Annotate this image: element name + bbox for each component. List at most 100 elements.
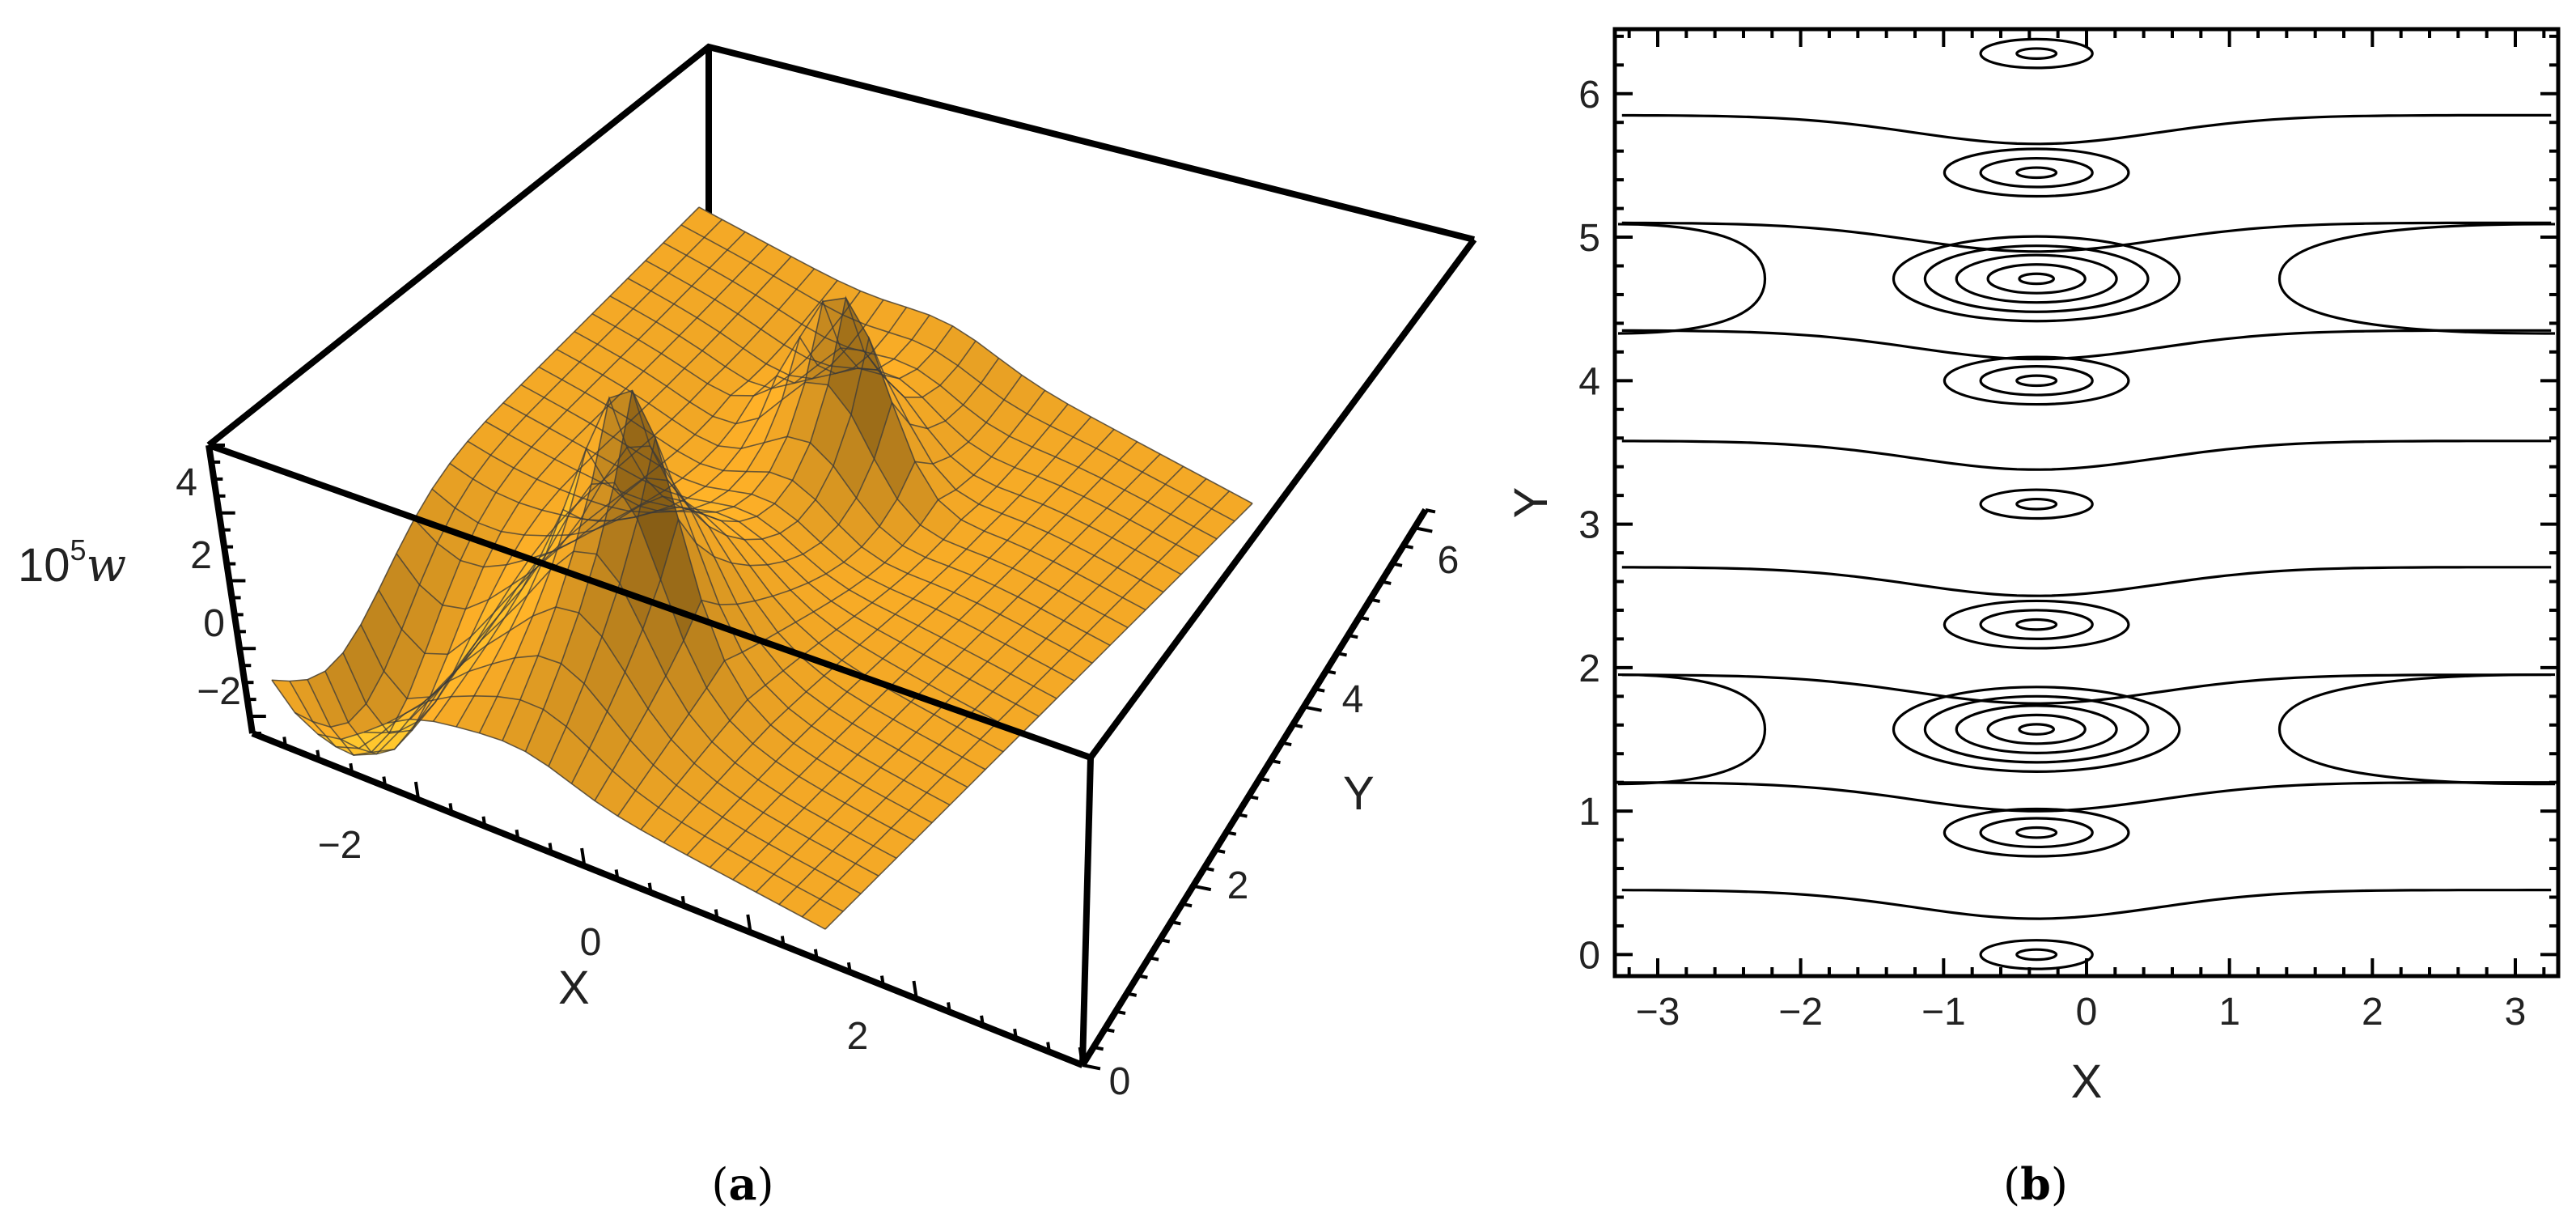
y-tick-a — [1413, 526, 1433, 533]
x-tick-label-b: 0 — [2076, 991, 2098, 1034]
panel-b-ticks — [1615, 29, 2558, 976]
x-tick-a — [714, 909, 719, 919]
y-tick-a — [1214, 848, 1226, 854]
contour-ring — [1979, 364, 2094, 397]
contour-ring — [2015, 497, 2058, 511]
z-axis-title-base: 10 — [18, 539, 70, 592]
contour-ring — [2015, 47, 2058, 60]
y-tick-a — [1126, 991, 1138, 997]
contour-band — [1621, 221, 2552, 253]
y-tick-label-a: 0 — [1109, 1060, 1131, 1103]
contour-lines — [1618, 37, 2555, 970]
contour-side-lobe — [2277, 673, 2555, 786]
y-tick-a — [1237, 813, 1248, 818]
x-tick-a — [580, 847, 587, 867]
contour-ring — [1923, 244, 2150, 313]
panel-a-surface-plot: −2 0 2 0 2 4 6 4 2 0 −2 X Y 105w (a) — [18, 43, 1477, 1210]
surface-mesh — [271, 206, 1253, 930]
y-tick-a — [1425, 508, 1436, 514]
x-tick-a — [382, 776, 388, 787]
box-bottom-front-x — [251, 730, 1084, 1068]
x-tick-a — [647, 882, 653, 894]
y-tick-label-b: 5 — [1578, 217, 1600, 260]
y-tick-label-a: 6 — [1438, 539, 1460, 582]
x-tick-a — [1013, 1028, 1018, 1039]
y-tick-a — [1270, 758, 1281, 765]
y-tick-a — [1193, 884, 1212, 892]
x-tick-label-b: −2 — [1778, 991, 1823, 1034]
y-tick-a — [1281, 741, 1292, 747]
x-tick-a — [614, 869, 620, 880]
contour-ring — [1943, 355, 2130, 406]
y-tick-a — [1380, 580, 1392, 585]
y-tick-label-b: 1 — [1578, 791, 1600, 834]
y-tick-a — [1181, 902, 1193, 908]
x-tick-a — [248, 715, 254, 734]
y-tick-a — [1292, 723, 1303, 728]
x-tick-a — [1078, 1047, 1084, 1066]
contour-ring — [1892, 686, 2181, 773]
contour-ring — [1979, 609, 2094, 641]
contour-ring — [1943, 807, 2130, 858]
contour-band — [1621, 889, 2552, 920]
z-axis-title-exponent: 5 — [70, 533, 87, 567]
mesh-line-y — [645, 260, 1200, 558]
x-tick-a — [413, 781, 421, 800]
x-tick-a — [548, 843, 553, 853]
z-tick-label-a: 0 — [203, 602, 225, 645]
y-tick-a — [1226, 830, 1237, 836]
y-tick-a — [1104, 1027, 1115, 1034]
x-tick-label-a: 0 — [580, 921, 602, 964]
contour-band — [1621, 566, 2552, 597]
contour-ring — [1979, 488, 2094, 520]
box-front-vertical — [1079, 757, 1094, 1066]
x-axis-title-b: X — [2071, 1055, 2103, 1108]
y-tick-label-a: 2 — [1227, 864, 1249, 907]
y-tick-label-a: 4 — [1342, 678, 1364, 721]
x-tick-label-b: −1 — [1921, 991, 1966, 1034]
x-tick-a — [481, 816, 487, 827]
x-tick-label-b: 3 — [2505, 991, 2527, 1034]
contour-ring — [2015, 166, 2058, 180]
x-axis-title-a: X — [558, 962, 590, 1014]
box-top-front-edge — [207, 442, 1092, 761]
y-tick-a — [1171, 920, 1181, 926]
contour-ring — [1955, 704, 2118, 754]
contour-band — [1621, 439, 2552, 471]
z-axis-title-a: 105w — [18, 533, 126, 592]
y-tick-label-b: 2 — [1578, 647, 1600, 690]
z-axis-title-variable: w — [87, 537, 127, 592]
mesh-line-x — [824, 503, 1253, 930]
y-tick-a — [1392, 562, 1403, 567]
y-tick-a — [1259, 776, 1270, 783]
box-left-vertical — [205, 444, 256, 734]
x-tick-a — [282, 737, 288, 747]
contour-side-lobe — [1618, 673, 1767, 786]
y-tick-a — [1337, 652, 1347, 657]
contour-ring — [1979, 939, 2094, 970]
y-tick-a — [1314, 687, 1325, 693]
contour-side-lobe — [1618, 223, 1767, 335]
y-tick-a — [1370, 597, 1381, 604]
y-tick-a — [1148, 956, 1159, 962]
panel-b-tick-labels: −3 −2 −1 0 1 2 3 0 1 2 3 4 5 6 — [1578, 74, 2526, 1034]
panel-a-tick-labels: −2 0 2 0 2 4 6 4 2 0 −2 — [176, 461, 1459, 1103]
box-bottom-front-y — [1079, 507, 1429, 1068]
x-tick-a — [448, 803, 454, 813]
contour-ring — [1892, 235, 2181, 323]
y-tick-a — [1204, 866, 1214, 872]
y-axis-title-b: Y — [1505, 487, 1557, 519]
y-tick-label-b: 4 — [1578, 360, 1600, 403]
y-tick-a — [1137, 974, 1148, 979]
x-tick-a — [316, 749, 321, 761]
contour-ring — [2015, 618, 2058, 631]
y-axis-title-a: Y — [1343, 767, 1375, 820]
z-tick-label-a: −2 — [197, 670, 241, 713]
y-tick-label-b: 3 — [1578, 504, 1600, 547]
mesh-line-x — [778, 478, 1207, 906]
y-tick-a — [1325, 669, 1337, 675]
x-tick-label-a: 2 — [847, 1015, 869, 1058]
box-top-right-edge — [1087, 237, 1477, 760]
caption-b: (b) — [2003, 1158, 2068, 1210]
x-tick-a — [680, 895, 686, 906]
